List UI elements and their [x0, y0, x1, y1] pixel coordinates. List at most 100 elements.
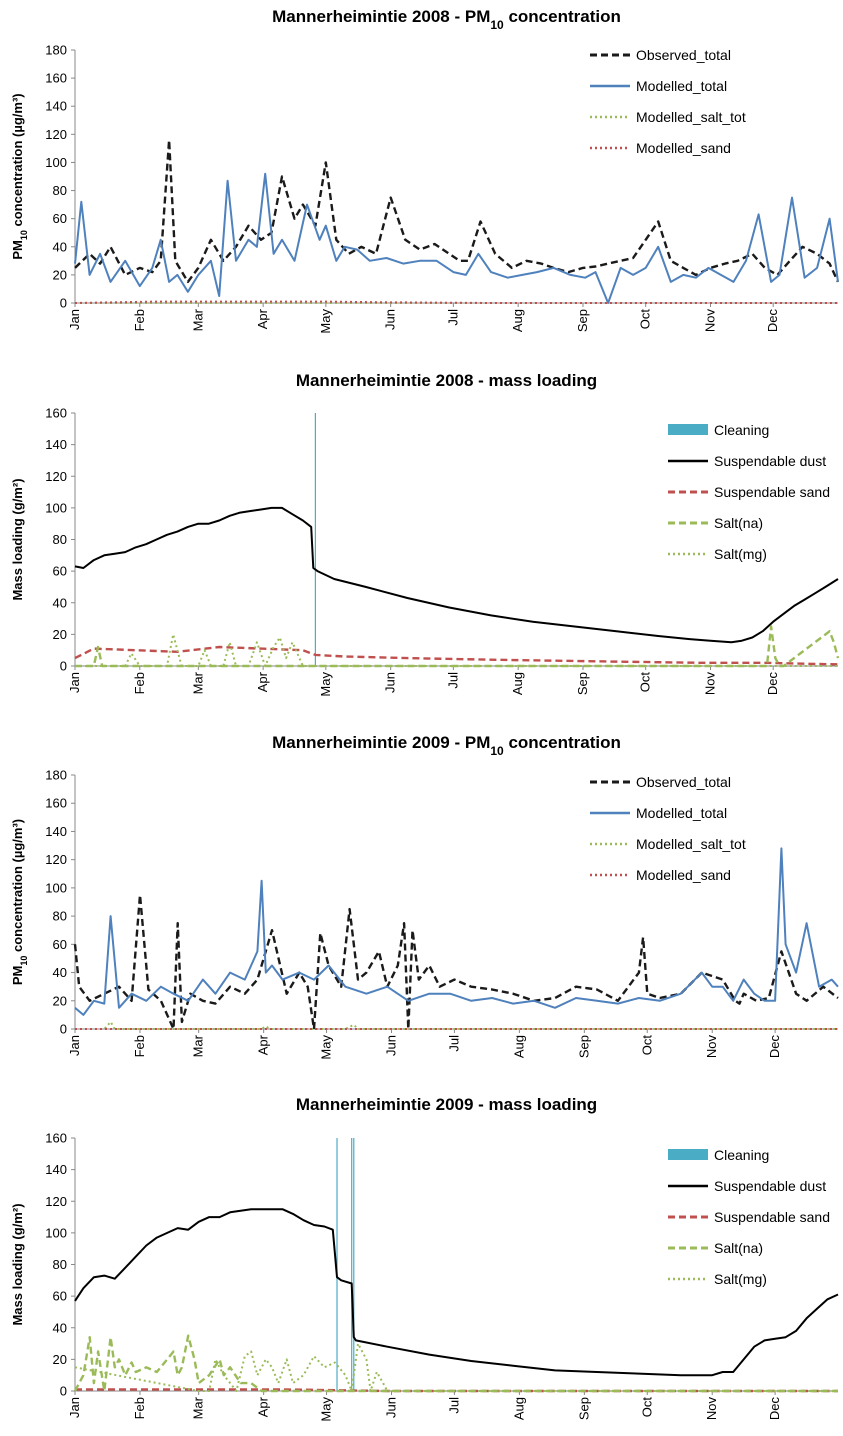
- y-tick-label: 180: [45, 43, 67, 58]
- chart-title-text: Mannerheimintie 2008 - mass loading: [296, 371, 597, 390]
- legend-label: Salt(na): [714, 515, 763, 531]
- x-tick-label: Jul: [446, 1397, 461, 1414]
- y-tick-label: 160: [45, 1131, 67, 1146]
- chart-title-tail: concentration: [504, 7, 621, 26]
- x-tick-label: Jun: [383, 672, 398, 693]
- legend-label: Suspendable dust: [714, 453, 826, 469]
- legend-label: Modelled_total: [636, 805, 727, 821]
- chart-title: Mannerheimintie 2008 - mass loading: [296, 371, 597, 390]
- x-tick-label: Nov: [704, 1397, 719, 1421]
- x-tick-label: Feb: [132, 1397, 147, 1419]
- y-axis-label-text: Mass loading (g/m²): [10, 1203, 25, 1325]
- y-tick-label: 100: [45, 1225, 67, 1240]
- series-line-modelled-total: [74, 847, 839, 1016]
- legend-label: Suspendable dust: [714, 1178, 826, 1194]
- y-axis-label-text: Mass loading (g/m²): [10, 478, 25, 600]
- series-line-modelled-total: [74, 172, 839, 304]
- y-tick-label: 40: [53, 595, 67, 610]
- x-tick-label: Jan: [67, 309, 82, 330]
- x-tick-label: Feb: [132, 1035, 147, 1057]
- series-line-salt-na-: [75, 625, 840, 668]
- y-tick-label: 80: [53, 183, 67, 198]
- y-axis-label: PM10 concentration (µg/m³): [10, 819, 29, 985]
- y-tick-label: 60: [53, 564, 67, 579]
- legend-label: Modelled_salt_tot: [636, 109, 746, 125]
- legend: Observed_total Modelled_total Modelled_sal…: [590, 774, 746, 883]
- series-line-salt-mg-: [75, 633, 838, 667]
- series-line-modelled-salt-tot: [75, 1020, 838, 1030]
- y-axis-label-subscript: 10: [19, 230, 29, 240]
- chart-title: Mannerheimintie 2009 - mass loading: [296, 1095, 597, 1114]
- x-tick-label: Apr: [255, 671, 270, 692]
- legend: Cleaning Suspendable dust Suspendable sand…: [668, 1147, 830, 1287]
- y-tick-label: 160: [45, 796, 67, 811]
- y-tick-label: 140: [45, 99, 67, 114]
- y-tick-label: 20: [53, 1352, 67, 1367]
- y-axis-label-tail: concentration (µg/m³): [10, 819, 25, 956]
- chart-title-text: Mannerheimintie 2009 - mass loading: [296, 1095, 597, 1114]
- y-tick-label: 0: [60, 659, 67, 674]
- x-tick-label: Dec: [765, 672, 780, 696]
- y-tick-label: 120: [45, 469, 67, 484]
- x-tick-label: Oct: [638, 672, 653, 693]
- x-tick-label: Mar: [191, 1034, 206, 1057]
- x-tick-label: Feb: [132, 309, 147, 331]
- y-tick-label: 100: [45, 155, 67, 170]
- legend-label: Salt(na): [714, 1240, 763, 1256]
- series-line-observed-total: [73, 893, 839, 1031]
- y-tick-label: 60: [53, 937, 67, 952]
- chart-panel-4: Mannerheimintie 2009 - mass loading Mass …: [10, 1095, 839, 1422]
- y-tick-label: 80: [53, 909, 67, 924]
- x-tick-label: May: [318, 672, 333, 697]
- x-tick-label: Oct: [638, 309, 653, 330]
- y-tick-label: 20: [53, 267, 67, 282]
- x-tick-label: Mar: [190, 671, 205, 694]
- y-tick-label: 140: [45, 824, 67, 839]
- y-tick-label: 160: [45, 71, 67, 86]
- x-tick-label: Jun: [384, 1035, 399, 1056]
- y-tick-label: 160: [45, 406, 67, 421]
- x-tick-label: Jan: [67, 1035, 82, 1056]
- y-tick-label: 40: [53, 965, 67, 980]
- legend-label: Modelled_sand: [636, 140, 731, 156]
- y-axis-label: Mass loading (g/m²): [10, 1203, 25, 1325]
- series-line-observed-total: [74, 138, 840, 284]
- chart-title: Mannerheimintie 2008 - PM10 concentratio…: [272, 7, 621, 32]
- y-tick-label: 60: [53, 211, 67, 226]
- x-tick-label: Mar: [191, 1396, 206, 1419]
- chart-panel-2: Mannerheimintie 2008 - mass loading Mass …: [10, 371, 840, 697]
- x-tick-label: Nov: [702, 672, 717, 696]
- x-tick-label: Sep: [575, 672, 590, 695]
- legend-label: Modelled_sand: [636, 867, 731, 883]
- y-tick-label: 140: [45, 437, 67, 452]
- y-tick-label: 100: [45, 880, 67, 895]
- x-tick-label: Jan: [67, 672, 82, 693]
- x-tick-label: Jun: [383, 309, 398, 330]
- x-tick-label: Jul: [446, 1035, 461, 1052]
- y-tick-label: 120: [45, 852, 67, 867]
- legend-label: Salt(mg): [714, 546, 767, 562]
- chart-title-subscript: 10: [490, 744, 504, 758]
- y-tick-label: 40: [53, 1320, 67, 1335]
- y-axis-label: PM10 concentration (µg/m³): [10, 93, 29, 259]
- legend: Cleaning Suspendable dust Suspendable sand…: [668, 422, 830, 562]
- y-tick-label: 40: [53, 239, 67, 254]
- series-line-suspendable-sand: [74, 645, 839, 666]
- chart-title-text: Mannerheimintie 2009 - PM: [272, 733, 490, 752]
- series-line-salt-mg-: [74, 1342, 838, 1392]
- x-tick-label: Sep: [576, 1397, 591, 1420]
- x-tick-label: Aug: [511, 1397, 526, 1420]
- legend-label: Observed_total: [636, 47, 731, 63]
- legend-label: Modelled_total: [636, 78, 727, 94]
- legend-label: Suspendable sand: [714, 484, 830, 500]
- y-tick-label: 180: [45, 768, 67, 783]
- legend-label: Cleaning: [714, 422, 769, 438]
- y-axis-label: Mass loading (g/m²): [10, 478, 25, 600]
- x-tick-label: Feb: [132, 672, 147, 694]
- y-tick-label: 80: [53, 1257, 67, 1272]
- x-tick-label: Sep: [576, 1035, 591, 1058]
- chart-panel-1: Mannerheimintie 2008 - PM10 concentratio…: [10, 7, 840, 334]
- legend-label: Salt(mg): [714, 1271, 767, 1287]
